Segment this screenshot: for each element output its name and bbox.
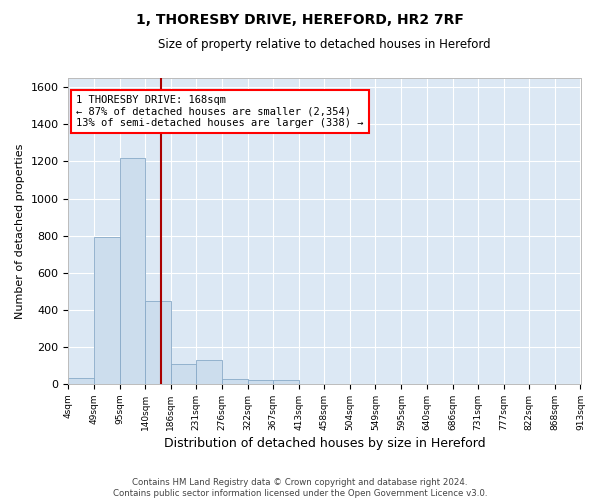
Bar — [221, 380, 248, 384]
Text: 1, THORESBY DRIVE, HEREFORD, HR2 7RF: 1, THORESBY DRIVE, HEREFORD, HR2 7RF — [136, 12, 464, 26]
Bar — [273, 380, 299, 384]
Y-axis label: Number of detached properties: Number of detached properties — [15, 144, 25, 318]
Bar — [248, 380, 273, 384]
Bar — [94, 238, 119, 384]
Bar — [196, 360, 221, 384]
Bar — [171, 364, 196, 384]
Text: Contains HM Land Registry data © Crown copyright and database right 2024.
Contai: Contains HM Land Registry data © Crown c… — [113, 478, 487, 498]
Text: 1 THORESBY DRIVE: 168sqm
← 87% of detached houses are smaller (2,354)
13% of sem: 1 THORESBY DRIVE: 168sqm ← 87% of detach… — [76, 95, 364, 128]
Title: Size of property relative to detached houses in Hereford: Size of property relative to detached ho… — [158, 38, 491, 51]
X-axis label: Distribution of detached houses by size in Hereford: Distribution of detached houses by size … — [164, 437, 485, 450]
Bar — [145, 300, 171, 384]
Bar — [68, 378, 94, 384]
Bar — [119, 158, 145, 384]
